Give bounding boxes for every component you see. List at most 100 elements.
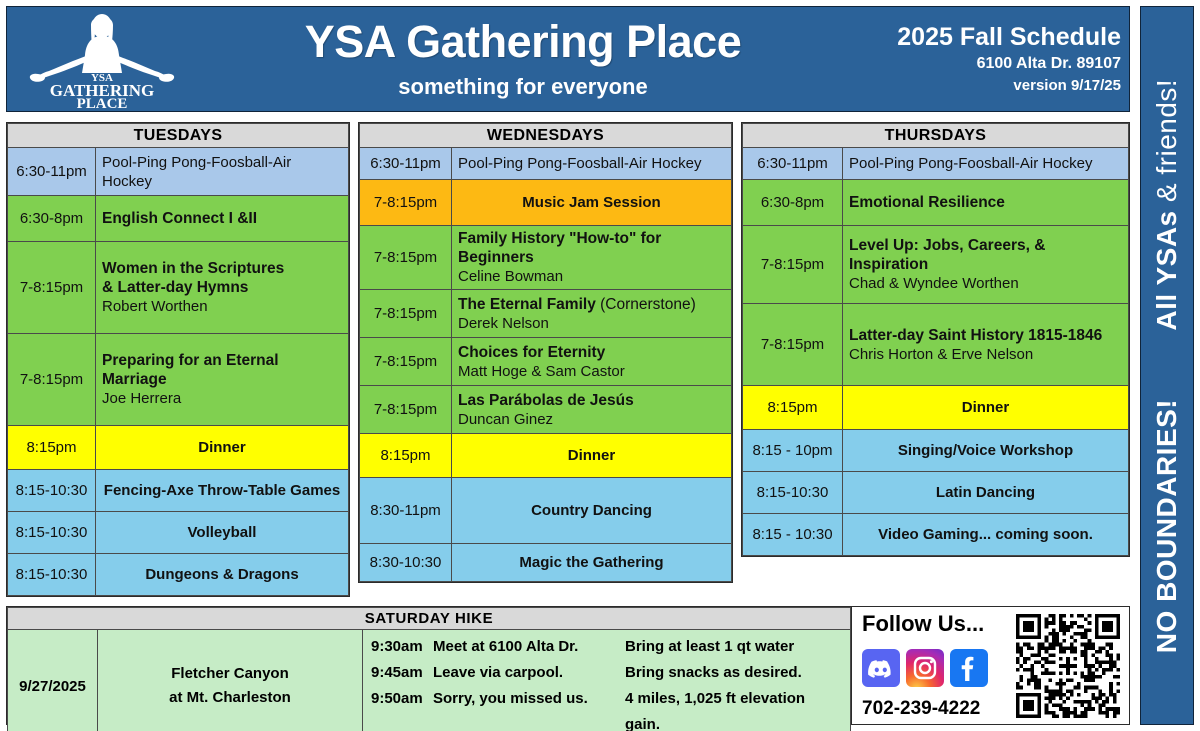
event-presenter: Chris Horton & Erve Nelson bbox=[849, 345, 1034, 363]
row-time: 8:15 - 10:30 bbox=[742, 513, 843, 556]
hike-detail-time: 9:45am bbox=[371, 664, 423, 681]
logo-line-3: PLACE bbox=[77, 96, 128, 109]
hike-date: 9/27/2025 bbox=[7, 629, 98, 731]
row-time: 7-8:15pm bbox=[742, 303, 843, 386]
schedule-row: 8:30-11pm Country Dancing bbox=[359, 477, 732, 544]
schedule-row: 6:30-11pm Pool-Ping Pong-Foosball-Air Hoc… bbox=[7, 147, 349, 196]
day-column-tuesdays: TUESDAYS 6:30-11pm Pool-Ping Pong-Foosbal… bbox=[6, 122, 350, 597]
schedule-row: 7-8:15pm Choices for Eternity Matt Hoge & … bbox=[359, 337, 732, 386]
event-title: Preparing for an Eternal Marriage bbox=[102, 352, 279, 388]
logo: YSA GATHERING PLACE bbox=[7, 7, 177, 111]
schedule-row: 7-8:15pm Preparing for an Eternal Marriag… bbox=[7, 333, 349, 426]
instagram-icon[interactable] bbox=[906, 648, 944, 687]
row-time: 7-8:15pm bbox=[359, 179, 452, 226]
schedule-row: 6:30-11pm Pool-Ping Pong-Foosball-Air Hoc… bbox=[359, 147, 732, 180]
hike-location: Fletcher Canyon at Mt. Charleston bbox=[97, 629, 363, 731]
follow-us-title: Follow Us... bbox=[862, 611, 985, 636]
row-time: 8:15pm bbox=[742, 385, 843, 430]
logo-line-2: GATHERING bbox=[50, 81, 155, 100]
event-presenter: Robert Worthen bbox=[102, 298, 208, 315]
qr-code-image bbox=[1015, 613, 1120, 718]
event-presenter: Duncan Ginez bbox=[458, 410, 554, 428]
row-event: Pool-Ping Pong-Foosball-Air Hockey bbox=[95, 147, 349, 196]
facebook-icon[interactable] bbox=[950, 648, 988, 687]
day-header-tuesdays: TUESDAYS bbox=[7, 123, 349, 148]
version-label: version 9/17/25 bbox=[1013, 77, 1121, 94]
hike-detail-row: 9:30am Meet at 6100 Alta Dr. Bring at leas… bbox=[371, 634, 842, 660]
event-presenter: Matt Hoge & Sam Castor bbox=[458, 362, 625, 380]
event-title: Level Up: Jobs, Careers, & Inspiration bbox=[849, 237, 1046, 273]
discord-icon[interactable] bbox=[862, 648, 900, 687]
poster-header: YSA GATHERING PLACE YSA Gathering Place … bbox=[6, 6, 1130, 112]
row-event: Singing/Voice Workshop bbox=[842, 429, 1129, 472]
row-event: Emotional Resilience bbox=[842, 179, 1129, 226]
row-event: Level Up: Jobs, Careers, & Inspiration Ch… bbox=[842, 225, 1129, 304]
hike-detail-note: 4 miles, 1,025 ft elevation gain. bbox=[625, 690, 806, 731]
hike-detail-note: Bring at least 1 qt water bbox=[625, 638, 795, 655]
schedule-table-thursdays: THURSDAYS 6:30-11pm Pool-Ping Pong-Foosba… bbox=[742, 123, 1129, 556]
day-header-wednesdays: WEDNESDAYS bbox=[359, 123, 732, 148]
row-event: Pool-Ping Pong-Foosball-Air Hockey bbox=[451, 147, 732, 180]
event-title: Latter-day Saint History 1815-1846 bbox=[849, 326, 1103, 344]
row-time: 8:15pm bbox=[359, 433, 452, 478]
schedule-row: 7-8:15pm Family History "How-to" for Begi… bbox=[359, 225, 732, 290]
hike-detail-note: Bring snacks as desired. bbox=[625, 664, 802, 681]
row-time: 6:30-8pm bbox=[7, 195, 96, 242]
row-event: Volleyball bbox=[95, 511, 349, 554]
row-event: Latter-day Saint History 1815-1846 Chris … bbox=[842, 303, 1129, 386]
day-column-thursdays: THURSDAYS 6:30-11pm Pool-Ping Pong-Foosba… bbox=[741, 122, 1130, 557]
saturday-hike-table: SATURDAY HIKE 9/27/2025 Fletcher Canyon … bbox=[7, 607, 851, 731]
schedule-row: 7-8:15pm Women in the Scriptures & Latter-… bbox=[7, 241, 349, 334]
row-time: 7-8:15pm bbox=[7, 241, 96, 334]
event-presenter: Derek Nelson bbox=[458, 314, 549, 332]
hike-detail-what: Sorry, you missed us. bbox=[433, 690, 588, 707]
hike-location-line2: at Mt. Charleston bbox=[169, 689, 291, 706]
row-event: Video Gaming... coming soon. bbox=[842, 513, 1129, 556]
header-meta: 2025 Fall Schedule 6100 Alta Dr. 89107 v… bbox=[879, 21, 1129, 97]
row-event: The Eternal Family (Cornerstone) Derek Ne… bbox=[451, 289, 732, 338]
season-title: 2025 Fall Schedule bbox=[897, 23, 1121, 51]
row-event: Fencing-Axe Throw-Table Games bbox=[95, 469, 349, 512]
event-title: Choices for Eternity bbox=[458, 343, 606, 361]
row-time: 8:15pm bbox=[7, 425, 96, 470]
schedule-row: 7-8:15pm Latter-day Saint History 1815-18… bbox=[742, 303, 1129, 386]
event-title: English Connect I &II bbox=[102, 210, 258, 227]
hike-detail-row: 9:50am Sorry, you missed us. 4 miles, 1,02… bbox=[371, 686, 842, 731]
row-time: 6:30-11pm bbox=[7, 147, 96, 196]
row-event: Latin Dancing bbox=[842, 471, 1129, 514]
schedule-row: 8:15 - 10:30 Video Gaming... coming soon. bbox=[742, 513, 1129, 556]
row-time: 6:30-11pm bbox=[742, 147, 843, 180]
row-time: 8:15-10:30 bbox=[7, 511, 96, 554]
event-title: Family History "How-to" for Beginners bbox=[458, 230, 662, 266]
event-presenter: Chad & Wyndee Worthen bbox=[849, 275, 1019, 292]
qr-code[interactable] bbox=[1012, 611, 1123, 720]
row-event: Family History "How-to" for Beginners Cel… bbox=[451, 225, 732, 290]
schedule-row: 6:30-8pm Emotional Resilience bbox=[742, 179, 1129, 226]
bottom-block: SATURDAY HIKE 9/27/2025 Fletcher Canyon … bbox=[6, 606, 1130, 731]
sidebar-all-ysas-b: YSAs bbox=[1151, 209, 1182, 286]
row-time: 8:30-11pm bbox=[359, 477, 452, 544]
schedule-row: 8:15-10:30 Fencing-Axe Throw-Table Games bbox=[7, 469, 349, 512]
row-event: Music Jam Session bbox=[451, 179, 732, 226]
hike-details: 9:30am Meet at 6100 Alta Dr. Bring at leas… bbox=[362, 629, 851, 731]
row-time: 7-8:15pm bbox=[359, 225, 452, 290]
day-column-wednesdays: WEDNESDAYS 6:30-11pm Pool-Ping Pong-Foosb… bbox=[358, 122, 733, 583]
event-presenter: Celine Bowman bbox=[458, 268, 564, 285]
title-block: YSA Gathering Place something for everyo… bbox=[177, 16, 879, 102]
row-time: 8:15-10:30 bbox=[7, 469, 96, 512]
row-time: 8:30-10:30 bbox=[359, 543, 452, 582]
schedule-row: 8:15-10:30 Volleyball bbox=[7, 511, 349, 554]
row-time: 7-8:15pm bbox=[742, 225, 843, 304]
hike-detail-row: 9:45am Leave via carpool. Bring snacks as … bbox=[371, 660, 842, 686]
schedule-row: 7-8:15pm Level Up: Jobs, Careers, & Inspi… bbox=[742, 225, 1129, 304]
schedule-row: 6:30-8pm English Connect I &II bbox=[7, 195, 349, 242]
schedule-row: 8:15pm Dinner bbox=[359, 433, 732, 478]
row-event: Preparing for an Eternal Marriage Joe Her… bbox=[95, 333, 349, 426]
event-title: Emotional Resilience bbox=[849, 194, 1005, 211]
row-event: Dinner bbox=[451, 433, 732, 478]
row-time: 7-8:15pm bbox=[359, 289, 452, 338]
sidebar-all-ysas-a: All bbox=[1151, 285, 1182, 331]
row-event: Magic the Gathering bbox=[451, 543, 732, 582]
hike-location-line1: Fletcher Canyon bbox=[171, 665, 289, 682]
